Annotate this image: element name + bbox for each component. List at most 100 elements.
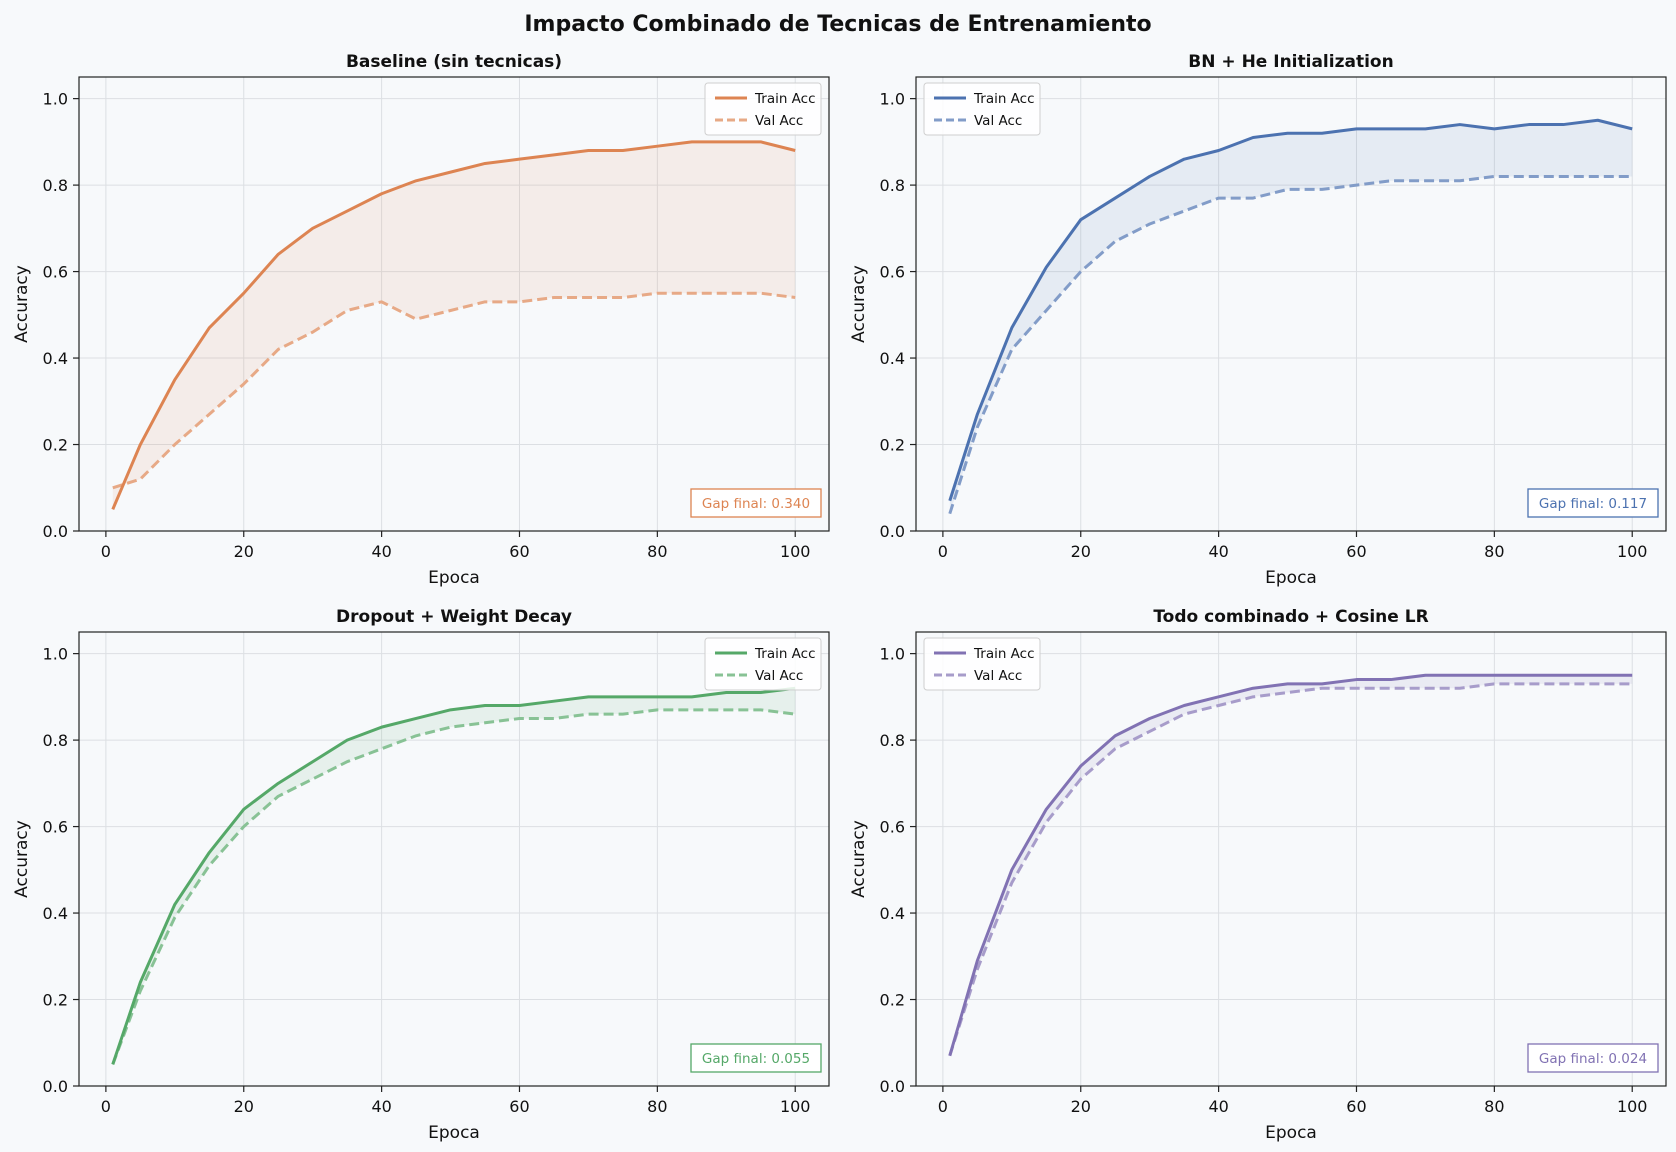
chart-title: BN + He Initialization [1188, 52, 1393, 72]
x-tick-label: 100 [780, 542, 811, 561]
legend-label: Val Acc [755, 113, 803, 129]
legend-box [704, 637, 822, 691]
x-tick-label: 0 [101, 1097, 111, 1116]
chart-title: Todo combinado + Cosine LR [1153, 607, 1428, 627]
series-line-train-acc [111, 686, 796, 1065]
y-tick-label: 0.6 [880, 263, 905, 282]
x-tick-label: 40 [1208, 542, 1228, 561]
legend: Train Acc Val Acc [704, 637, 822, 691]
annotation-box [690, 1043, 822, 1073]
gap-fill [112, 141, 796, 510]
x-tick-label: 0 [101, 542, 111, 561]
legend-box [923, 637, 1041, 691]
annotation-box [1527, 488, 1659, 518]
y-axis-label: Accuracy [849, 820, 869, 898]
y-tick-label: 1.0 [880, 90, 905, 109]
gap-annotation: Gap final: 0.117 [1527, 488, 1659, 518]
x-tick-label: 20 [1071, 1097, 1091, 1116]
legend-label: Train Acc [754, 646, 816, 662]
gap-annotation: Gap final: 0.024 [1527, 1043, 1659, 1073]
x-tick-label: 60 [509, 1097, 529, 1116]
y-tick-label: 0.6 [43, 818, 68, 837]
y-tick-label: 0.0 [880, 522, 905, 541]
y-tick-label: 0.2 [43, 436, 68, 455]
y-tick-label: 0.4 [880, 904, 905, 923]
legend-box [923, 82, 1041, 136]
chart-panel-3: 0 20 40 60 80 100 0.0 0.2 0.4 0.6 0.8 1.0 Epoca Accur… [12, 607, 830, 1143]
y-tick-label: 0.8 [880, 176, 905, 195]
annotation-text: Gap final: 0.024 [1539, 1051, 1647, 1067]
x-tick-label: 20 [1071, 542, 1091, 561]
x-tick-label: 20 [234, 1097, 254, 1116]
x-tick-label: 80 [647, 1097, 667, 1116]
legend-label: Val Acc [755, 668, 803, 684]
gap-annotation: Gap final: 0.055 [690, 1043, 822, 1073]
gap-fill [112, 688, 796, 1065]
y-tick-label: 0.4 [43, 904, 68, 923]
series-line-train-acc [948, 118, 1633, 502]
chart-panel-1: 0 20 40 60 80 100 0.0 0.2 0.4 0.6 0.8 1.0 Epoca Accur… [12, 52, 830, 588]
y-tick-label: 0.0 [43, 1077, 68, 1096]
y-axis-label: Accuracy [849, 265, 869, 343]
legend-label: Train Acc [973, 646, 1035, 662]
series-line-val-acc [948, 174, 1633, 515]
x-tick-label: 0 [938, 542, 948, 561]
y-axis-label: Accuracy [12, 820, 32, 898]
x-tick-label: 60 [1346, 542, 1366, 561]
x-axis-label: Epoca [1265, 1123, 1317, 1143]
y-tick-label: 0.8 [43, 176, 68, 195]
x-tick-label: 100 [1617, 542, 1648, 561]
annotation-box [690, 488, 822, 518]
legend: Train Acc Val Acc [704, 82, 822, 136]
legend: Train Acc Val Acc [923, 82, 1041, 136]
y-tick-label: 0.8 [43, 731, 68, 750]
gap-annotation: Gap final: 0.340 [690, 488, 822, 518]
x-tick-label: 80 [1484, 1097, 1504, 1116]
x-axis-label: Epoca [428, 1123, 480, 1143]
y-tick-label: 1.0 [43, 645, 68, 664]
x-tick-label: 100 [780, 1097, 811, 1116]
gap-fill [949, 120, 1633, 514]
x-axis-label: Epoca [1265, 568, 1317, 588]
y-tick-label: 0.0 [43, 522, 68, 541]
x-axis-label: Epoca [428, 568, 480, 588]
axes-frame [78, 76, 830, 532]
y-axis-label: Accuracy [12, 265, 32, 343]
x-tick-label: 40 [371, 542, 391, 561]
series-line-train-acc [948, 673, 1633, 1057]
x-tick-label: 0 [938, 1097, 948, 1116]
x-tick-label: 80 [647, 542, 667, 561]
y-tick-label: 0.6 [43, 263, 68, 282]
legend-label: Train Acc [973, 91, 1035, 107]
annotation-text: Gap final: 0.340 [702, 496, 810, 512]
plot-area [79, 77, 829, 531]
plot-area [916, 632, 1666, 1086]
x-tick-label: 60 [509, 542, 529, 561]
series-line-val-acc [112, 291, 796, 490]
y-tick-label: 1.0 [880, 645, 905, 664]
legend-label: Train Acc [754, 91, 816, 107]
y-tick-label: 1.0 [43, 90, 68, 109]
x-tick-label: 40 [371, 1097, 391, 1116]
x-tick-label: 100 [1617, 1097, 1648, 1116]
y-tick-label: 0.2 [43, 991, 68, 1010]
y-tick-label: 0.0 [880, 1077, 905, 1096]
y-tick-label: 0.8 [880, 731, 905, 750]
x-tick-label: 80 [1484, 542, 1504, 561]
x-tick-label: 40 [1208, 1097, 1228, 1116]
y-tick-label: 0.4 [880, 349, 905, 368]
legend-label: Val Acc [974, 113, 1022, 129]
annotation-text: Gap final: 0.055 [702, 1051, 810, 1067]
plot-area [916, 77, 1666, 531]
legend-label: Val Acc [974, 668, 1022, 684]
y-tick-label: 0.6 [880, 818, 905, 837]
series-line-train-acc [111, 140, 796, 510]
axes-frame [78, 631, 830, 1087]
legend: Train Acc Val Acc [923, 637, 1041, 691]
legend-box [704, 82, 822, 136]
x-tick-label: 60 [1346, 1097, 1366, 1116]
y-tick-label: 0.2 [880, 436, 905, 455]
chart-panel-2: 0 20 40 60 80 100 0.0 0.2 0.4 0.6 0.8 1.0 Epoca Accur… [849, 52, 1667, 588]
series-line-val-acc [111, 708, 796, 1065]
